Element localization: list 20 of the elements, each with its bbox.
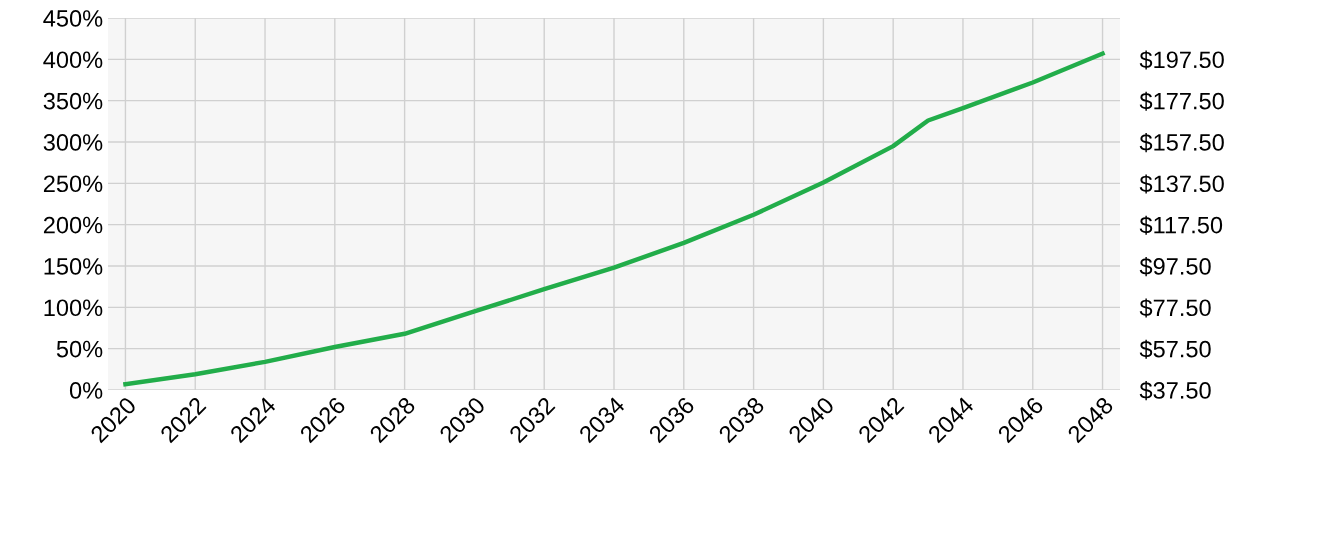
y-tick-label: 400% [43,51,103,69]
y2-tick-label: $37.50 [1139,381,1211,401]
y2-tick-label: $137.50 [1139,174,1224,194]
y2-tick-label: $117.50 [1139,215,1223,235]
y2-tick-label: $97.50 [1139,257,1211,277]
y-tick-label: 50% [56,340,103,358]
y-tick-label: 250% [43,175,103,193]
y-tick-label: 200% [43,216,103,234]
y-tick-label: 350% [43,92,103,110]
y2-tick-label: $77.50 [1139,298,1211,318]
y-tick-label: 0% [69,382,103,399]
y-tick-label: 300% [43,134,103,151]
y-tick-label: 150% [44,258,103,275]
y2-tick-label: $177.50 [1139,91,1224,111]
y2-tick-label: $57.50 [1139,339,1211,359]
y2-tick-label: $197.50 [1139,50,1224,70]
y-tick-label: 100% [44,299,103,317]
line-series [123,51,1105,387]
y-tick-label: 450% [43,10,103,27]
y2-tick-label: $157.50 [1139,133,1224,153]
